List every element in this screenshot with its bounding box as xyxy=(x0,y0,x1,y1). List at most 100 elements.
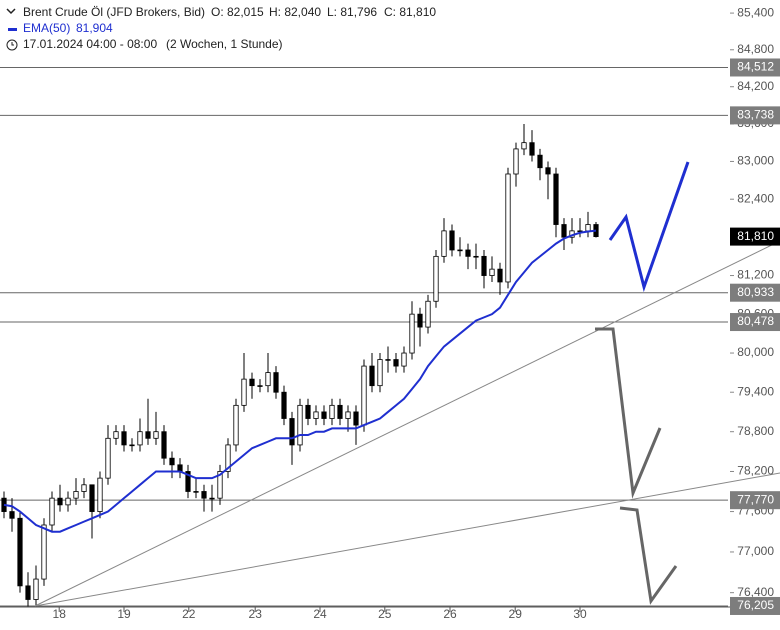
candle-body xyxy=(297,404,303,446)
level-tag-box xyxy=(730,491,780,510)
level-tag-label: 80,933 xyxy=(737,285,774,299)
y-tick-label: 84,200 xyxy=(737,79,774,93)
x-tick-label: 29 xyxy=(509,607,523,621)
candle-body xyxy=(17,517,23,587)
level-tag-box xyxy=(730,58,780,77)
candle-body xyxy=(561,224,567,238)
candle-body xyxy=(553,173,559,225)
x-tick-label: 30 xyxy=(573,607,587,621)
trend-line xyxy=(34,472,780,607)
candle-body xyxy=(121,431,127,446)
candle-body xyxy=(137,431,143,446)
candle-body xyxy=(25,585,31,600)
candle-body xyxy=(57,497,63,506)
candle-body xyxy=(305,404,311,419)
candle-body xyxy=(97,477,103,512)
y-tick-label: 78,200 xyxy=(737,464,774,478)
candle-body xyxy=(545,167,551,175)
candle-body xyxy=(521,142,527,150)
period: (2 Wochen, 1 Stunde) xyxy=(166,37,283,51)
projection-gray xyxy=(595,327,662,499)
candle-body xyxy=(113,431,119,439)
candle-body xyxy=(489,268,495,276)
candle-body xyxy=(105,437,111,479)
candle-body xyxy=(129,444,135,447)
candle-body xyxy=(217,471,223,499)
y-tick-label: 84,800 xyxy=(737,42,774,56)
candle-body xyxy=(457,249,463,252)
candle-body xyxy=(233,404,239,446)
x-tick-label: 23 xyxy=(249,607,263,621)
ohlc-low: L: 81,796 xyxy=(327,5,377,19)
level-tag-label: 83,738 xyxy=(737,108,774,122)
ohlc-high: H: 82,040 xyxy=(269,5,321,19)
y-tick-label: 85,400 xyxy=(737,5,774,19)
candle-body xyxy=(65,497,71,506)
candle-body xyxy=(497,268,503,283)
candle-body xyxy=(145,431,151,439)
candle-body xyxy=(289,418,295,446)
candle-body xyxy=(33,578,39,600)
candle-body xyxy=(193,491,199,493)
candle-body xyxy=(417,313,423,328)
x-tick-label: 19 xyxy=(117,607,131,621)
ema-line xyxy=(3,229,597,533)
candle-body xyxy=(529,142,535,156)
plot xyxy=(0,12,780,612)
candle-body xyxy=(361,365,367,426)
level-tag-label: 84,512 xyxy=(737,60,774,74)
candle-body xyxy=(377,359,383,387)
candle-body xyxy=(425,300,431,328)
time-range: 17.01.2024 04:00 - 08:00 xyxy=(23,37,157,51)
y-tick-label: 76,400 xyxy=(737,585,774,599)
candle-body xyxy=(473,255,479,258)
level-tag-box xyxy=(730,283,780,302)
candle-body xyxy=(185,471,191,492)
clock-hands xyxy=(11,42,14,46)
x-tick-label: 26 xyxy=(443,607,457,621)
candle-body xyxy=(577,230,583,233)
x-tick-label: 25 xyxy=(378,607,392,621)
clock-icon xyxy=(6,39,18,51)
x-tick-label: 18 xyxy=(53,607,67,621)
candle-body xyxy=(401,352,407,367)
candle-body xyxy=(385,359,391,361)
candle-body xyxy=(313,411,319,419)
candle-body xyxy=(49,497,55,526)
candle-body xyxy=(585,224,591,232)
candle-body xyxy=(41,524,47,580)
y-tick-label: 77,000 xyxy=(737,544,774,558)
candle-body xyxy=(369,365,375,387)
candle-body xyxy=(9,511,15,519)
collapse-icon[interactable] xyxy=(6,8,16,15)
projection-blue xyxy=(608,161,690,293)
trend-line xyxy=(34,240,780,607)
candle-body xyxy=(209,497,215,500)
level-tag-label: 80,478 xyxy=(737,314,774,328)
candle-body xyxy=(465,249,471,257)
candle-body xyxy=(249,378,255,387)
candle-body xyxy=(81,484,87,492)
ema-value: 81,904 xyxy=(76,21,113,35)
candle-body xyxy=(225,444,231,472)
level-tag-label: 76,205 xyxy=(737,598,774,612)
candle-body xyxy=(265,372,271,387)
candle-body xyxy=(393,359,399,367)
x-tick-label: 24 xyxy=(313,607,327,621)
candle-body xyxy=(169,457,175,466)
y-tick-label: 82,400 xyxy=(737,191,774,205)
candle-body xyxy=(353,411,359,426)
last-price-box xyxy=(730,227,780,246)
candle-body xyxy=(441,230,447,257)
candle-body xyxy=(481,255,487,276)
candle-body xyxy=(73,491,79,499)
candle-body xyxy=(257,385,263,387)
symbol-title: Brent Crude Öl (JFD Brokers, Bid) xyxy=(23,5,205,19)
drawings xyxy=(34,161,780,607)
level-tag-box xyxy=(730,106,780,125)
candle-body xyxy=(449,230,455,251)
ohlc-open: O: 82,015 xyxy=(211,5,264,19)
ema-label: EMA(50) xyxy=(23,21,70,35)
candle-body xyxy=(345,411,351,419)
